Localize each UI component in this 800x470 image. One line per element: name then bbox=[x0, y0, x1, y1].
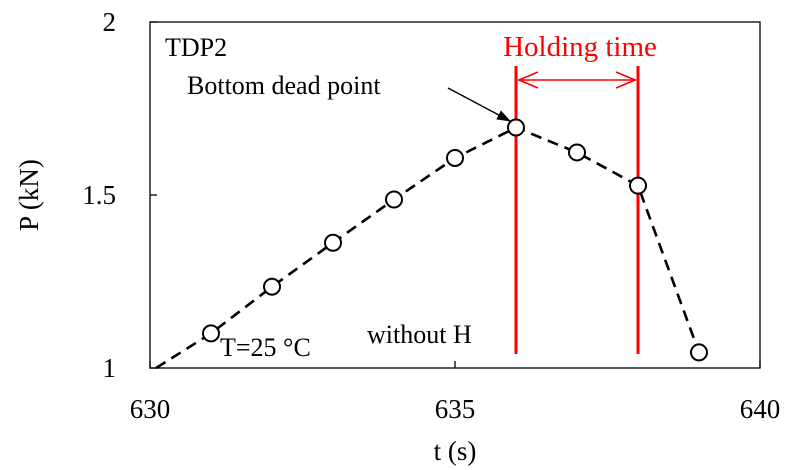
data-point bbox=[263, 277, 281, 296]
series-line bbox=[155, 126, 701, 370]
y-axis-ticks bbox=[150, 21, 157, 369]
holding-arrowhead-right bbox=[615, 71, 638, 89]
bdp-arrow-head bbox=[496, 110, 511, 122]
plot-area bbox=[149, 21, 761, 369]
data-point bbox=[324, 233, 342, 252]
x-tick-label: 635 bbox=[435, 394, 476, 424]
x-axis-tick-labels: 630 635 640 bbox=[130, 394, 781, 424]
holding-time-label: Holding time bbox=[503, 31, 657, 63]
temperature-label: T=25 °C bbox=[220, 333, 311, 362]
holding-time-group bbox=[514, 66, 640, 354]
y-tick-label: 1 bbox=[103, 353, 117, 383]
y-axis-label: P (kN) bbox=[14, 159, 44, 231]
y-tick-label: 2 bbox=[103, 7, 117, 37]
data-point bbox=[202, 324, 220, 343]
y-tick-label: 1.5 bbox=[82, 180, 116, 210]
data-point bbox=[446, 148, 464, 167]
panel-label: TDP2 bbox=[165, 33, 227, 62]
condition-label: without H bbox=[367, 320, 472, 349]
data-series bbox=[155, 118, 708, 370]
data-point bbox=[507, 118, 525, 137]
x-axis-label: t (s) bbox=[434, 436, 477, 466]
y-axis-tick-labels: 11.52 bbox=[82, 7, 116, 383]
data-point bbox=[690, 343, 708, 362]
holding-arrowhead-left bbox=[516, 71, 539, 89]
data-point bbox=[385, 190, 403, 209]
x-tick-label: 630 bbox=[130, 394, 171, 424]
data-point bbox=[629, 176, 647, 195]
data-point bbox=[568, 143, 586, 162]
bottom-dead-point-label: Bottom dead point bbox=[187, 71, 381, 100]
x-axis-ticks bbox=[149, 361, 761, 368]
x-tick-label: 640 bbox=[740, 394, 781, 424]
bottom-dead-point-arrow bbox=[447, 87, 512, 123]
